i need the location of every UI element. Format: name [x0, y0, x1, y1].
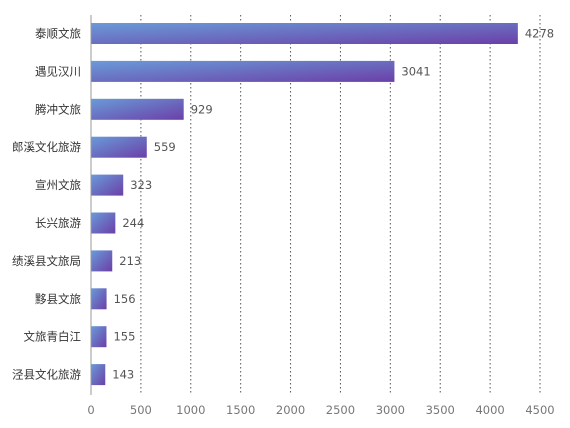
x-tick-label-7: 3500 [426, 403, 455, 417]
bar-7 [91, 288, 107, 310]
value-label-2: 929 [191, 102, 213, 116]
x-tick-label-5: 2500 [326, 403, 355, 417]
value-label-0: 4278 [525, 27, 554, 41]
bar-4 [91, 174, 124, 196]
bar-9 [91, 364, 106, 386]
x-tick-label-6: 3000 [376, 403, 405, 417]
bars [91, 23, 518, 386]
category-label-3: 郎溪文化旅游 [12, 140, 81, 154]
category-label-0: 泰顺文旅 [35, 27, 81, 41]
value-label-7: 156 [114, 292, 136, 306]
x-tick-label-9: 4500 [525, 403, 554, 417]
x-tick-label-0: 0 [87, 403, 94, 417]
value-label-6: 213 [119, 254, 141, 268]
x-tick-label-3: 1500 [226, 403, 255, 417]
category-label-1: 遇见汉川 [35, 64, 81, 78]
x-tick-label-4: 2000 [276, 403, 305, 417]
category-label-4: 宣州文旅 [35, 178, 81, 192]
x-tick-label-8: 4000 [475, 403, 504, 417]
category-label-6: 绩溪县文旅局 [12, 254, 81, 268]
bar-1 [91, 60, 395, 82]
bar-2 [91, 98, 184, 120]
labels: 泰顺文旅 4278 遇见汉川 3041 腾冲文旅 929 郎溪文化旅游 559 宣州文旅 323 长… [12, 27, 555, 418]
value-label-9: 143 [112, 368, 134, 382]
x-tick-label-1: 500 [130, 403, 152, 417]
category-label-9: 泾县文化旅游 [12, 368, 81, 382]
category-label-2: 腾冲文旅 [35, 102, 81, 116]
value-label-5: 244 [122, 216, 144, 230]
value-label-3: 559 [154, 140, 176, 154]
bar-0 [91, 23, 518, 44]
category-label-7: 黟县文旅 [35, 292, 81, 306]
category-label-5: 长兴旅游 [35, 216, 81, 230]
value-label-8: 155 [113, 330, 135, 344]
bar-3 [91, 136, 147, 158]
value-label-1: 3041 [401, 64, 430, 78]
bar-6 [91, 250, 113, 272]
bar-5 [91, 212, 116, 234]
gridlines [140, 15, 541, 395]
value-label-4: 323 [130, 178, 152, 192]
category-label-8: 文旅青白江 [24, 330, 82, 344]
bar-8 [91, 326, 107, 348]
x-tick-label-2: 1000 [176, 403, 205, 417]
